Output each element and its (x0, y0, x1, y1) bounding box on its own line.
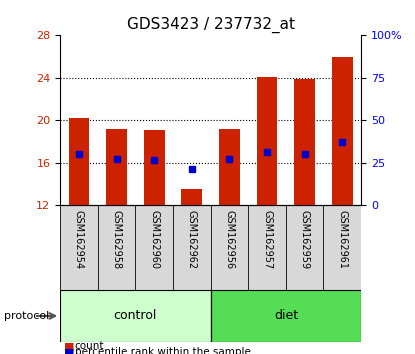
Text: GSM162962: GSM162962 (187, 210, 197, 269)
Bar (60, 205, 98, 290)
Text: GSM162959: GSM162959 (300, 210, 310, 269)
Bar (219, 129, 240, 205)
Bar (211, 205, 248, 290)
Text: GSM162954: GSM162954 (74, 210, 84, 269)
Text: protocol: protocol (4, 311, 49, 321)
Title: GDS3423 / 237732_at: GDS3423 / 237732_at (127, 16, 295, 33)
Bar (323, 205, 361, 290)
Bar (211, 290, 361, 342)
Bar (257, 77, 277, 205)
Bar (60, 290, 211, 342)
Text: GSM162958: GSM162958 (112, 210, 122, 269)
Bar (60, 290, 211, 342)
Text: percentile rank within the sample: percentile rank within the sample (75, 347, 251, 354)
Bar (144, 130, 164, 205)
Text: ■: ■ (64, 347, 75, 354)
Bar (181, 189, 202, 205)
Bar (68, 118, 89, 205)
Text: control: control (114, 309, 157, 322)
Bar (106, 129, 127, 205)
Text: GSM162961: GSM162961 (337, 210, 347, 269)
Text: count: count (75, 341, 104, 351)
Bar (286, 205, 323, 290)
Bar (332, 57, 353, 205)
Bar (211, 290, 361, 342)
Bar (173, 205, 210, 290)
Bar (98, 205, 135, 290)
Bar (248, 205, 286, 290)
Text: GSM162957: GSM162957 (262, 210, 272, 270)
Bar (135, 205, 173, 290)
Text: diet: diet (274, 309, 298, 322)
Bar (294, 79, 315, 205)
Text: ■: ■ (64, 341, 75, 351)
Text: GSM162956: GSM162956 (225, 210, 234, 269)
Text: GSM162960: GSM162960 (149, 210, 159, 269)
